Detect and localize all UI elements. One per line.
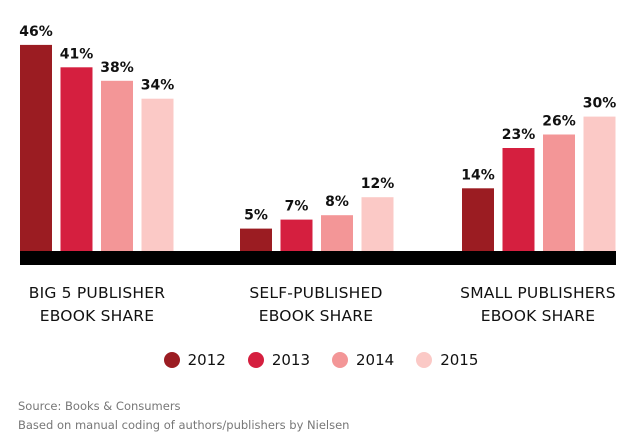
legend-swatch-2012: [163, 352, 180, 368]
bar-2013-group-2: [502, 148, 535, 251]
category-label-line: EBOOK SHARE: [480, 307, 596, 325]
bar-2015-group-1: [361, 197, 394, 251]
bar-2012-group-1: [240, 228, 272, 251]
category-label-self-published: SELF-PUBLISHED EBOOK SHARE: [216, 282, 416, 328]
legend-item-2013: 2013: [247, 351, 310, 369]
value-label-2014-group-0: 38%: [100, 60, 134, 76]
legend-item-2015: 2015: [416, 351, 478, 369]
legend-item-2014: 2014: [332, 351, 394, 369]
legend-label: 2014: [356, 351, 395, 369]
bar-2012-group-0: [20, 44, 52, 252]
value-label-2014-group-2: 26%: [542, 114, 576, 130]
bar-2013-group-0: [60, 67, 93, 251]
bar-2015-group-2: [583, 116, 616, 251]
legend-label: 2012: [187, 351, 226, 369]
value-label-2013-group-2: 23%: [502, 127, 536, 143]
source-line: Source: Books & Consumers: [18, 399, 181, 413]
value-label-2013-group-0: 41%: [60, 46, 94, 62]
bar-2015-group-0: [141, 98, 174, 251]
value-label-2014-group-1: 8%: [325, 194, 349, 210]
value-label-2013-group-1: 7%: [285, 199, 309, 215]
bar-2014-group-2: [543, 134, 575, 251]
baseline-axis: [20, 251, 616, 265]
category-label-line: EBOOK SHARE: [39, 307, 155, 325]
bar-2014-group-0: [101, 80, 133, 251]
value-label-2012-group-2: 14%: [461, 167, 495, 183]
legend-label: 2015: [440, 351, 479, 369]
value-label-2015-group-2: 30%: [583, 96, 617, 112]
category-label-line: SMALL PUBLISHERS: [460, 284, 616, 302]
legend-swatch-2013: [247, 352, 264, 368]
bar-2014-group-1: [321, 215, 353, 251]
value-label-2015-group-1: 12%: [361, 176, 395, 192]
category-label-small-publishers: SMALL PUBLISHERS EBOOK SHARE: [438, 282, 638, 328]
legend-item-2012: 2012: [163, 351, 226, 369]
source-line: Based on manual coding of authors/publis…: [18, 418, 350, 432]
source-note: Source: Books & Consumers Based on manua…: [18, 397, 349, 435]
category-label-big5: BIG 5 PUBLISHER EBOOK SHARE: [0, 282, 197, 328]
category-label-line: SELF-PUBLISHED: [249, 284, 383, 302]
value-label-2015-group-0: 34%: [141, 78, 175, 94]
bar-2013-group-1: [280, 219, 313, 251]
legend-swatch-2015: [416, 352, 433, 368]
category-label-line: EBOOK SHARE: [258, 307, 374, 325]
category-label-line: BIG 5 PUBLISHER: [28, 284, 166, 302]
bar-2012-group-2: [462, 188, 494, 251]
legend-label: 2013: [271, 351, 310, 369]
value-label-2012-group-1: 5%: [244, 208, 268, 224]
legend-swatch-2014: [332, 352, 348, 368]
legend: 2012 2013 2014 2015: [0, 351, 642, 369]
value-label-2012-group-0: 46%: [19, 24, 53, 40]
